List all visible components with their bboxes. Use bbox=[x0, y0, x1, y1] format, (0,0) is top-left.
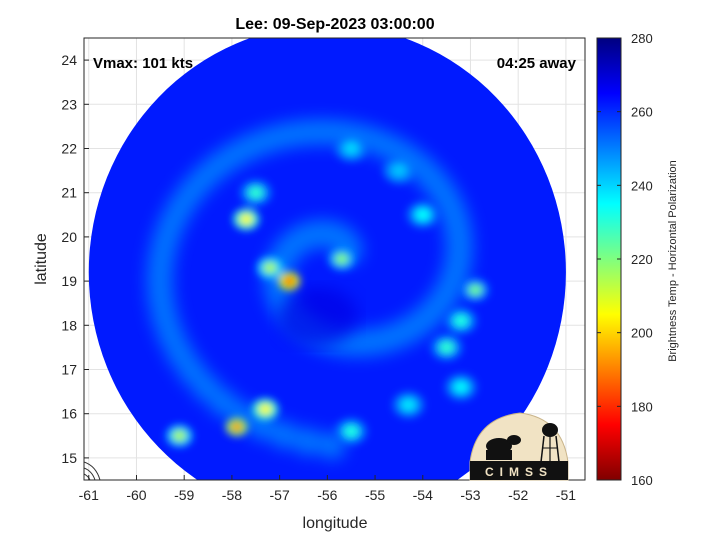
chart-title: Lee: 09-Sep-2023 03:00:00 bbox=[235, 16, 434, 33]
colorbar: 160 180 200 220 240 260 280 Brightness Temp - … bbox=[596, 31, 679, 488]
feature-core bbox=[335, 253, 349, 265]
y-tick-label: 17 bbox=[61, 362, 77, 378]
colorbar-tick-label: 260 bbox=[631, 105, 653, 120]
swath bbox=[88, 38, 566, 480]
corner-marker bbox=[84, 461, 101, 480]
feature-core bbox=[468, 284, 482, 296]
cimss-logo: CIMSS bbox=[469, 412, 569, 481]
y-tick-label: 19 bbox=[61, 273, 77, 289]
feature-core bbox=[231, 422, 243, 432]
x-tick-label: -54 bbox=[413, 487, 433, 503]
feature-core bbox=[239, 213, 253, 225]
feature-core bbox=[343, 424, 360, 438]
feature-core bbox=[247, 186, 264, 200]
feature-core bbox=[263, 262, 277, 274]
y-axis-label: latitude bbox=[33, 233, 50, 285]
plot-area: -61 -60 -59 -58 -57 -56 -55 -54 -53 -52 -51 15 16 17… bbox=[61, 37, 586, 503]
x-tick-label: -59 bbox=[174, 487, 194, 503]
x-tick-label: -51 bbox=[556, 487, 576, 503]
vmax-annotation: Vmax: 101 kts bbox=[93, 55, 193, 72]
y-tick-label: 16 bbox=[61, 406, 77, 422]
feature-core bbox=[343, 142, 360, 155]
y-tick-label: 15 bbox=[61, 450, 77, 466]
eye-dark-region bbox=[277, 286, 358, 347]
colorbar-tick-label: 240 bbox=[631, 178, 653, 193]
y-tick-label: 24 bbox=[61, 52, 77, 68]
feature-core bbox=[414, 208, 431, 222]
y-tick-label: 20 bbox=[61, 229, 77, 245]
y-tick-label: 18 bbox=[61, 317, 77, 333]
x-axis-label: longitude bbox=[303, 515, 368, 532]
feature-core bbox=[172, 430, 187, 442]
x-tick-label: -55 bbox=[365, 487, 385, 503]
feature-core bbox=[400, 398, 417, 412]
x-tick-label: -53 bbox=[460, 487, 480, 503]
feature-core bbox=[391, 164, 407, 178]
y-tick-label: 23 bbox=[61, 96, 77, 112]
band-segment bbox=[269, 421, 298, 450]
x-tick-label: -61 bbox=[79, 487, 99, 503]
time-away-annotation: 04:25 away bbox=[497, 55, 577, 72]
x-tick-label: -60 bbox=[126, 487, 146, 503]
feature-core bbox=[453, 380, 469, 394]
y-axis-ticks: 15 16 17 18 19 20 21 22 23 24 bbox=[61, 52, 89, 466]
feature-core bbox=[258, 403, 272, 415]
colorbar-tick-label: 220 bbox=[631, 252, 653, 267]
colorbar-tick-label: 280 bbox=[631, 31, 653, 46]
colorbar-label: Brightness Temp - Horizontal Polarizatio… bbox=[667, 160, 679, 362]
x-tick-label: -57 bbox=[270, 487, 290, 503]
x-tick-label: -58 bbox=[222, 487, 242, 503]
feature-core bbox=[283, 276, 295, 286]
colorbar-tick-label: 200 bbox=[631, 326, 653, 341]
plot-frame bbox=[83, 37, 586, 481]
colorbar-ticks: 160 180 200 220 240 260 280 bbox=[597, 31, 653, 488]
logo-dish-icon bbox=[486, 435, 521, 460]
colorbar-tick-label: 160 bbox=[631, 473, 653, 488]
swath-disc bbox=[88, 38, 566, 480]
logo-band bbox=[470, 461, 568, 480]
x-tick-label: -52 bbox=[508, 487, 528, 503]
logo-text: CIMSS bbox=[485, 465, 553, 479]
colorbar-tick-label: 180 bbox=[631, 399, 653, 414]
logo-water-tower-icon bbox=[540, 423, 560, 463]
y-tick-label: 21 bbox=[61, 185, 77, 201]
feature-core bbox=[438, 340, 455, 354]
feature-core bbox=[453, 314, 469, 328]
y-tick-label: 22 bbox=[61, 141, 77, 157]
x-tick-label: -56 bbox=[317, 487, 337, 503]
band-segment bbox=[293, 427, 322, 456]
convection-features bbox=[166, 135, 489, 447]
